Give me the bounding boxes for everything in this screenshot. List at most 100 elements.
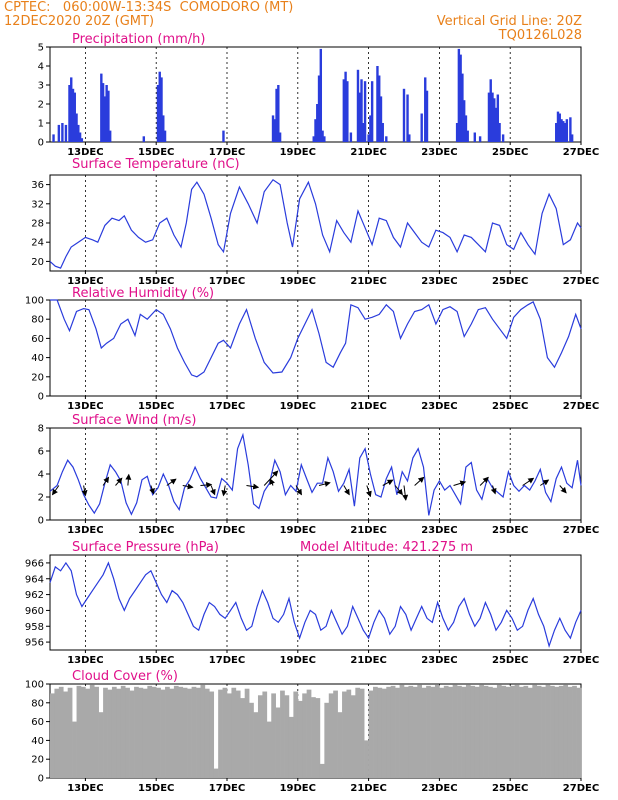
y-tick-label: 0: [38, 392, 44, 403]
y-tick-label: 1: [38, 119, 44, 130]
cloud-bar: [324, 702, 330, 778]
x-tick-label: 23DEC: [421, 655, 457, 666]
header-grid-note: Vertical Grid Line: 20Z: [436, 14, 582, 29]
cloud-bar: [76, 685, 82, 778]
cloud-bar: [156, 687, 161, 778]
x-tick-label: 25DEC: [492, 783, 528, 794]
cloud-bar: [67, 687, 73, 778]
cloud-bar: [532, 684, 538, 778]
x-tick-label: 15DEC: [138, 147, 174, 158]
precip-bar: [342, 79, 346, 142]
wind-arrow: [102, 476, 110, 486]
panel-temp: 20 24 28 32 36 13DEC 15DEC 17DEC 19DEC 21DEC 23DEC…: [31, 157, 599, 287]
precip-bar: [78, 132, 82, 142]
precip-bar: [156, 85, 160, 142]
cloud-bar: [541, 686, 546, 778]
cloud-bar: [116, 688, 122, 778]
y-tick-label: 956: [25, 638, 44, 649]
y-tick-label: 3: [38, 81, 44, 92]
cloud-bar: [54, 688, 60, 778]
precip-bar: [71, 88, 75, 142]
precip-bar: [457, 48, 461, 142]
cloud-bar: [563, 684, 569, 778]
y-tick-label: 0: [38, 774, 44, 785]
y-tick-label: 0: [38, 138, 44, 149]
x-tick-label: 17DEC: [209, 655, 245, 666]
x-tick-label: 13DEC: [67, 401, 103, 412]
precip-bar: [277, 85, 280, 142]
cloud-bar: [151, 686, 157, 778]
cloud-bar: [284, 695, 290, 778]
precip-bar: [489, 79, 492, 142]
cloud-bar: [129, 690, 135, 778]
precip-bar: [565, 119, 569, 142]
cloud-bar: [138, 687, 144, 778]
y-tick-label: 6: [38, 447, 44, 458]
precip-bar: [501, 134, 505, 142]
wind-arrow: [182, 483, 194, 490]
cloud-bar: [142, 688, 148, 778]
precip-bar: [462, 100, 466, 142]
wind-arrow: [51, 485, 60, 496]
precip-bar: [344, 71, 347, 142]
precip-bar: [349, 132, 353, 142]
cloud-bar: [514, 684, 520, 778]
x-tick-label: 21DEC: [350, 655, 386, 666]
cloud-bar: [311, 697, 316, 778]
wind-arrow: [366, 485, 372, 498]
y-tick-label: 2: [38, 100, 44, 111]
panel-wind: 0 2 4 6 8 13DEC 15DEC 17DEC 19DEC 21DEC 23DEC 25DEC…: [38, 413, 600, 536]
precip-bar: [101, 83, 105, 142]
y-tick-label: 8: [38, 424, 44, 435]
precip-bar: [558, 113, 561, 142]
cloud-bar: [474, 686, 480, 778]
x-tick-label: 25DEC: [492, 401, 528, 412]
y-tick-label: 960: [25, 606, 44, 617]
y-tick-label: 60: [31, 334, 44, 345]
cloud-bar: [386, 686, 392, 778]
cloud-bar: [492, 687, 498, 778]
wind-arrow: [559, 485, 567, 494]
precip-bar: [466, 130, 469, 142]
x-tick-label: 17DEC: [209, 783, 245, 794]
precip-bar: [108, 130, 112, 142]
y-tick-label: 24: [31, 238, 44, 249]
panel-title: Surface Pressure (hPa): [72, 540, 219, 555]
cloud-bar: [545, 684, 551, 778]
panel-title: Surface Temperature (nC): [72, 157, 240, 172]
y-tick-label: 100: [25, 680, 44, 691]
wind-arrow: [343, 485, 350, 496]
series-line: [50, 299, 582, 378]
cloud-bar: [107, 689, 113, 778]
precip-bar: [77, 124, 80, 142]
precip-bar: [376, 66, 379, 142]
panel-precip: 0 1 2 3 4 5 13DEC 15DEC 17DEC 19DEC 21DEC 23DEC 25DE…: [38, 32, 600, 158]
cloud-bar: [63, 691, 68, 778]
cloud-bar: [89, 684, 95, 778]
cloud-bar: [257, 695, 263, 778]
cloud-bar: [103, 687, 108, 778]
cloud-bar: [288, 716, 294, 778]
panel-rh: 0 20 40 60 80 100 13DEC 15DEC 17DEC 19DEC 21DEC 23D…: [25, 286, 599, 412]
cloud-bar: [342, 691, 347, 778]
cloud-bar: [408, 685, 414, 778]
cloud-bar: [262, 691, 268, 778]
x-tick-label: 17DEC: [209, 525, 245, 536]
precip-bar: [493, 98, 496, 142]
precip-bar: [461, 73, 464, 142]
y-tick-label: 100: [25, 296, 44, 307]
precip-bar: [75, 113, 78, 142]
x-tick-label: 19DEC: [280, 401, 316, 412]
precip-bar: [473, 132, 476, 142]
cloud-bar: [231, 687, 237, 778]
cloud-bar: [457, 685, 462, 778]
cloud-bar: [275, 707, 281, 778]
cloud-bar: [479, 684, 484, 778]
cloud-bar: [452, 684, 458, 778]
precip-bar: [68, 85, 71, 142]
cloud-bar: [404, 686, 409, 778]
cloud-bar: [165, 686, 170, 778]
x-tick-label: 21DEC: [350, 147, 386, 158]
cloud-bar: [222, 687, 228, 778]
precip-bar: [64, 124, 68, 142]
